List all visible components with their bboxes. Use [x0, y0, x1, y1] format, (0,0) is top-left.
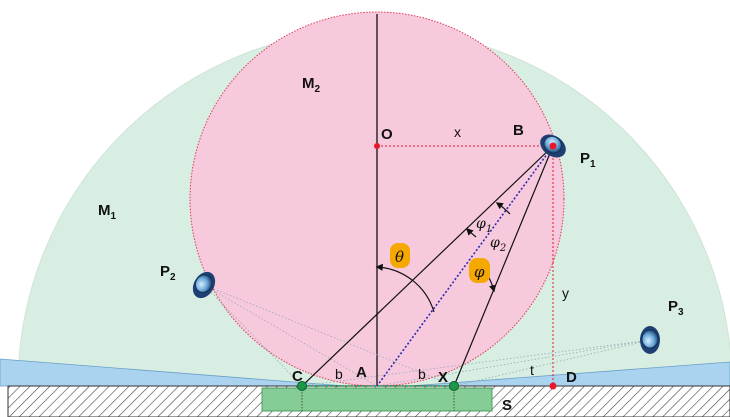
ray-p1-to-a — [376, 145, 554, 387]
label-t: t — [530, 362, 534, 378]
label-y-distance: y — [562, 285, 569, 301]
label-phi2: φ2 — [490, 235, 506, 254]
label-b: B — [513, 122, 524, 139]
phi2-arc — [495, 202, 511, 215]
label-p1: P1 — [580, 150, 596, 170]
label-p3: P3 — [668, 298, 684, 318]
label-p2: P2 — [160, 263, 176, 283]
theta-badge — [390, 243, 410, 268]
label-phi1: φ1 — [476, 216, 492, 235]
label-c: C — [292, 368, 303, 385]
observer-pod-icon — [540, 134, 566, 158]
label-m2: M2 — [302, 75, 321, 95]
point-x — [449, 381, 459, 391]
point-d — [549, 382, 557, 390]
label-b-left: b — [335, 366, 343, 382]
label-o: O — [381, 126, 393, 143]
label-x-point: X — [438, 369, 448, 386]
phi1-arc — [465, 227, 477, 238]
label-theta: θ — [395, 248, 404, 266]
label-m1: M1 — [98, 202, 117, 222]
observer-pod-icon — [192, 271, 216, 299]
label-s: S — [502, 397, 512, 414]
observer-pod-icon — [640, 326, 660, 354]
theta-arc — [375, 263, 435, 313]
label-phi: φ — [474, 263, 485, 281]
label-a: A — [356, 364, 367, 381]
label-d: D — [566, 369, 577, 386]
ray-p1-to-x — [453, 145, 554, 387]
label-x-distance: x — [454, 124, 461, 140]
point-c — [297, 381, 307, 391]
ray-p1-to-c — [301, 145, 554, 387]
sensor-strip — [261, 387, 493, 412]
label-b-right: b — [418, 366, 426, 382]
point-o — [374, 143, 380, 149]
phi-badge — [469, 258, 490, 283]
sight-lines — [203, 284, 651, 387]
